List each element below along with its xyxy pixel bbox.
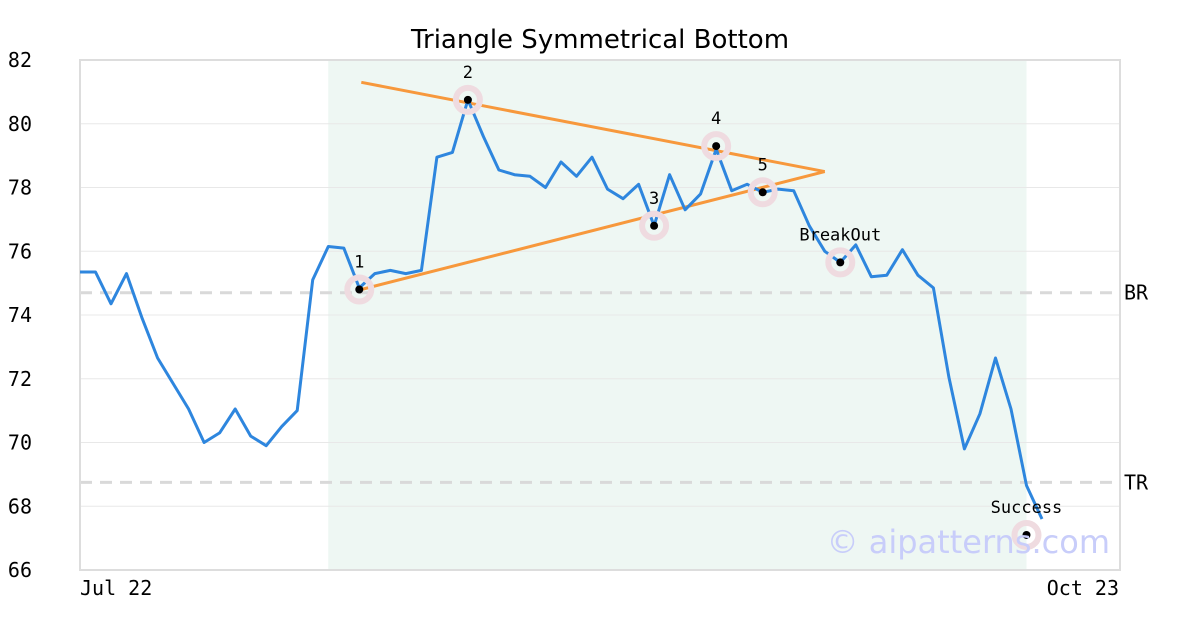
point-halo-1 [344, 274, 375, 305]
point-marker-success [1022, 530, 1031, 539]
y-tick-label: 72 [8, 367, 32, 391]
y-tick-label: 74 [8, 303, 32, 327]
point-marker-breakout [836, 258, 845, 267]
trendline-lower [360, 170, 826, 291]
point-halo-5 [747, 177, 778, 208]
point-label-3: 3 [649, 189, 659, 209]
point-marker-3 [650, 221, 659, 230]
y-tick-label: 68 [8, 494, 32, 518]
price-line [80, 98, 1044, 520]
y-tick-label: 70 [8, 431, 32, 455]
watermark: © aipatterns.com [827, 523, 1110, 561]
point-label-2: 2 [463, 63, 473, 83]
point-halo-2 [452, 84, 483, 115]
point-label-4: 4 [711, 109, 721, 129]
chart-title: Triangle Symmetrical Bottom [410, 25, 789, 55]
point-halo-4 [701, 131, 732, 162]
point-label-breakout: BreakOut [799, 225, 881, 245]
y-tick-label: 78 [8, 176, 32, 200]
x-tick-label-end: Oct 23 [1047, 576, 1119, 600]
x-tick-label-start: Jul 22 [80, 576, 152, 600]
y-tick-label: 76 [8, 239, 32, 263]
point-marker-2 [463, 95, 472, 104]
plot-frame [79, 59, 1121, 571]
level-label-br: BR [1124, 281, 1149, 305]
trendline-upper [361, 80, 826, 174]
point-label-success: Success [991, 498, 1063, 518]
point-label-1: 1 [354, 253, 364, 273]
point-label-5: 5 [758, 155, 768, 175]
y-tick-label: 66 [8, 558, 32, 582]
point-halo-3 [639, 210, 670, 241]
point-halo-success [1011, 519, 1042, 550]
point-marker-4 [712, 142, 721, 151]
level-label-tr: TR [1124, 470, 1149, 494]
y-tick-label: 82 [8, 48, 32, 72]
point-marker-5 [758, 188, 767, 197]
point-halo-breakout [825, 247, 856, 278]
point-marker-1 [355, 285, 364, 294]
y-tick-label: 80 [8, 112, 32, 136]
